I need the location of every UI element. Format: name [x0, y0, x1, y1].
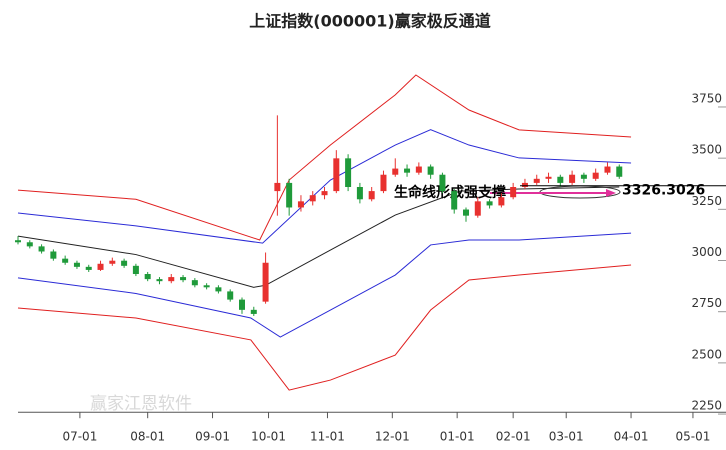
candle-body: [368, 191, 375, 200]
x-tick-label: 12-01: [375, 430, 410, 444]
y-tick-label: 3000: [691, 245, 722, 259]
candle-body: [439, 174, 446, 192]
chart-title: 上证指数(000001)赢家极反通道: [249, 12, 490, 31]
annotation: 生命线形成强支撑: [394, 184, 506, 201]
candle-body: [321, 191, 328, 196]
candle-body: [180, 277, 187, 281]
candle-body: [50, 251, 57, 259]
x-tick-label: 08-01: [130, 430, 165, 444]
candle-body: [38, 246, 45, 252]
candle-body: [380, 174, 387, 192]
candle-body: [345, 158, 352, 188]
candle-body: [227, 291, 234, 300]
y-tick-label: 3500: [691, 143, 722, 157]
watermark: 赢家江恩软件: [90, 394, 192, 414]
candle-body: [215, 287, 222, 292]
candle-body: [109, 260, 116, 264]
support-label: 3326.3026: [622, 183, 705, 199]
candle-body: [274, 182, 281, 192]
candle-body: [26, 242, 33, 247]
x-tick-label: 05-01: [676, 430, 711, 444]
candle-body: [616, 166, 623, 177]
candle-body: [604, 166, 611, 173]
candle-body: [239, 299, 245, 310]
x-tick-label: 02-01: [496, 430, 531, 444]
candle-body: [415, 166, 422, 173]
candle-body: [97, 263, 104, 270]
candle-body: [486, 201, 493, 206]
candle-body: [121, 260, 128, 266]
candle-body: [592, 172, 599, 179]
band-line: [17, 186, 620, 288]
arrow-head: [606, 189, 616, 197]
candle-body: [474, 201, 481, 216]
candle-body: [427, 166, 434, 175]
candle-body: [85, 266, 92, 270]
x-tick-label: 03-01: [549, 430, 584, 444]
candle-body: [451, 191, 458, 210]
candle-body: [510, 187, 517, 198]
band-line: [17, 264, 632, 391]
candle-body: [168, 277, 175, 282]
y-tick-label: 3750: [691, 91, 722, 105]
x-tick-label: 09-01: [195, 430, 230, 444]
candle-body: [404, 168, 411, 173]
y-tick-label: 3250: [691, 194, 722, 208]
x-tick-label: 11-01: [310, 430, 345, 444]
candle-body: [132, 265, 139, 275]
candle-body: [333, 158, 340, 192]
candle-body: [191, 280, 198, 286]
candle-body: [297, 201, 304, 208]
candle-body: [156, 279, 163, 282]
candle-body: [557, 176, 564, 183]
candle-body: [521, 182, 528, 188]
x-tick-label: 07-01: [62, 430, 97, 444]
candle-body: [15, 240, 21, 243]
x-tick-label: 01-01: [440, 430, 475, 444]
candle-body: [309, 195, 316, 202]
x-tick-label: 10-01: [251, 430, 286, 444]
y-tick-label: 2500: [691, 347, 722, 361]
band-line: [17, 129, 632, 244]
band-line: [17, 74, 632, 241]
candle-body: [392, 168, 399, 175]
candle-body: [356, 187, 363, 200]
y-tick-label: 2250: [691, 399, 722, 413]
candle-body: [569, 174, 576, 183]
candle-body: [533, 178, 540, 183]
candle-body: [62, 258, 69, 263]
x-tick-label: 04-01: [614, 430, 649, 444]
candle-body: [73, 262, 80, 267]
candle-body: [262, 262, 269, 302]
candle-body: [545, 176, 552, 179]
candle-body: [580, 174, 587, 179]
band-line: [17, 232, 632, 338]
candle-body: [286, 182, 293, 208]
y-tick-label: 2750: [691, 296, 722, 310]
candle-body: [498, 197, 505, 206]
candle-body: [250, 309, 257, 314]
candle-body: [463, 209, 469, 216]
candle-body: [203, 285, 210, 288]
candle-body: [144, 274, 151, 280]
